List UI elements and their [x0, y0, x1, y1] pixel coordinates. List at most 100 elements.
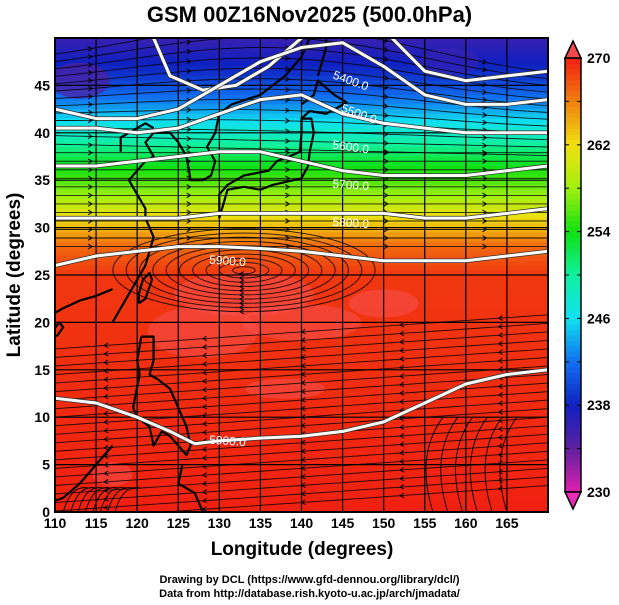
streamline-arrow: [497, 468, 503, 475]
colorbar-segment: [565, 193, 581, 200]
streamline-arrow: [87, 184, 93, 190]
coastline: [55, 288, 113, 314]
streamline-arrow: [285, 118, 291, 124]
contour-line-5900: [55, 245, 548, 267]
streamline-arrow: [87, 235, 93, 241]
colorbar-segment: [565, 394, 581, 401]
colorbar-segment: [565, 345, 581, 352]
streamline: [114, 487, 142, 512]
colorbar-segment: [565, 383, 581, 390]
colorbar-segment: [565, 128, 581, 135]
streamline: [107, 487, 134, 512]
y-tick-label: 45: [34, 77, 50, 93]
streamline-arrow: [87, 201, 93, 207]
colorbar-label: 246: [587, 310, 611, 326]
streamline-arrow: [383, 201, 389, 207]
colorbar-segment: [565, 421, 581, 428]
colorbar-segment: [565, 220, 581, 227]
streamline-arrow: [284, 55, 291, 62]
colorbar-segment: [565, 388, 581, 395]
streamline: [70, 487, 97, 512]
contour-label: 5900.0: [209, 433, 247, 450]
colorbar-segment: [565, 85, 581, 92]
colorbar-segment: [565, 372, 581, 379]
colorbar-label: 262: [587, 137, 611, 153]
x-tick-label: 130: [208, 515, 232, 531]
colorbar-segment: [565, 323, 581, 330]
streamline-arrow: [285, 201, 291, 207]
streamline-arrow: [482, 96, 488, 103]
colorbar-segment: [565, 470, 581, 477]
streamline-arrow: [103, 342, 109, 349]
streamline-arrow: [482, 235, 488, 241]
streamline-arrow: [482, 201, 488, 207]
streamline: [205, 257, 283, 283]
streamline-arrow: [186, 116, 192, 123]
streamline-arrow: [87, 243, 93, 250]
colorbar-segment: [565, 139, 581, 146]
y-tick-label: 40: [34, 125, 50, 141]
streamline-arrow: [186, 30, 190, 35]
streamline-arrow: [87, 149, 93, 156]
colorbar-segment: [565, 399, 581, 406]
streamline-arrow: [482, 89, 488, 95]
streamline-arrow: [87, 158, 93, 164]
streamline: [92, 487, 119, 512]
streamline-arrow: [103, 351, 109, 357]
colorbar-segment: [565, 426, 581, 433]
streamline-arrow: [201, 429, 208, 436]
colorbar-segment: [565, 226, 581, 233]
colorbar-segment: [565, 475, 581, 482]
streamline-arrow: [87, 133, 93, 140]
colorbar-segment: [565, 74, 581, 81]
streamline-arrow: [239, 296, 245, 302]
streamline-arrow: [201, 378, 208, 384]
colorbar-segment: [565, 90, 581, 97]
contour-line-5700: [55, 150, 548, 177]
streamline-arrow: [497, 332, 503, 338]
streamline-arrow: [399, 458, 405, 465]
streamline-arrow: [497, 409, 503, 415]
x-axis-ticks: 110 115 120 125 130 135 140 145 150 155 160 165: [44, 507, 519, 531]
streamline: [139, 236, 349, 304]
colorbar-segment: [565, 410, 581, 417]
streamline-arrow: [201, 472, 208, 478]
contour-line-5500: [55, 41, 548, 121]
colorbar-segment: [565, 280, 581, 287]
streamline-arrow: [201, 403, 208, 410]
streamline-arrow: [383, 149, 389, 155]
y-axis-label: Latitude (degrees): [4, 193, 25, 358]
streamline-arrow: [103, 504, 109, 511]
streamline-arrow: [87, 70, 93, 76]
streamline-arrow: [103, 479, 109, 485]
streamline: [425, 416, 444, 512]
colorbar-segment: [565, 204, 581, 211]
streamline-arrow: [497, 383, 503, 389]
streamline-arrow: [201, 344, 208, 350]
streamline-arrow: [239, 300, 245, 307]
credit-dcl: Drawing by DCL (https://www.gfd-dennou.o…: [159, 574, 460, 586]
streamline-arrow: [186, 184, 192, 190]
colorbar-segment: [565, 231, 581, 238]
streamline-arrow: [383, 243, 389, 250]
streamline-arrow: [383, 112, 389, 119]
streamline: [469, 416, 488, 512]
x-tick-label: 145: [331, 515, 355, 531]
colorbar-segment: [565, 334, 581, 341]
streamline: [232, 266, 256, 275]
streamline-arrow: [482, 142, 488, 149]
streamline-arrow: [103, 359, 109, 366]
colorbar-segment: [565, 117, 581, 124]
streamline-arrow: [383, 93, 389, 100]
streamline-arrow: [186, 218, 192, 224]
streamline: [112, 228, 376, 313]
streamline-arrow: [482, 192, 488, 199]
streamline-arrow: [186, 49, 192, 55]
streamline-arrow: [497, 392, 503, 398]
streamline: [192, 253, 296, 287]
streamline-arrow: [481, 66, 488, 73]
contour-label: 5800.0: [332, 215, 370, 232]
y-tick-label: 35: [34, 172, 50, 188]
contour-label: 5900.0: [209, 253, 247, 270]
